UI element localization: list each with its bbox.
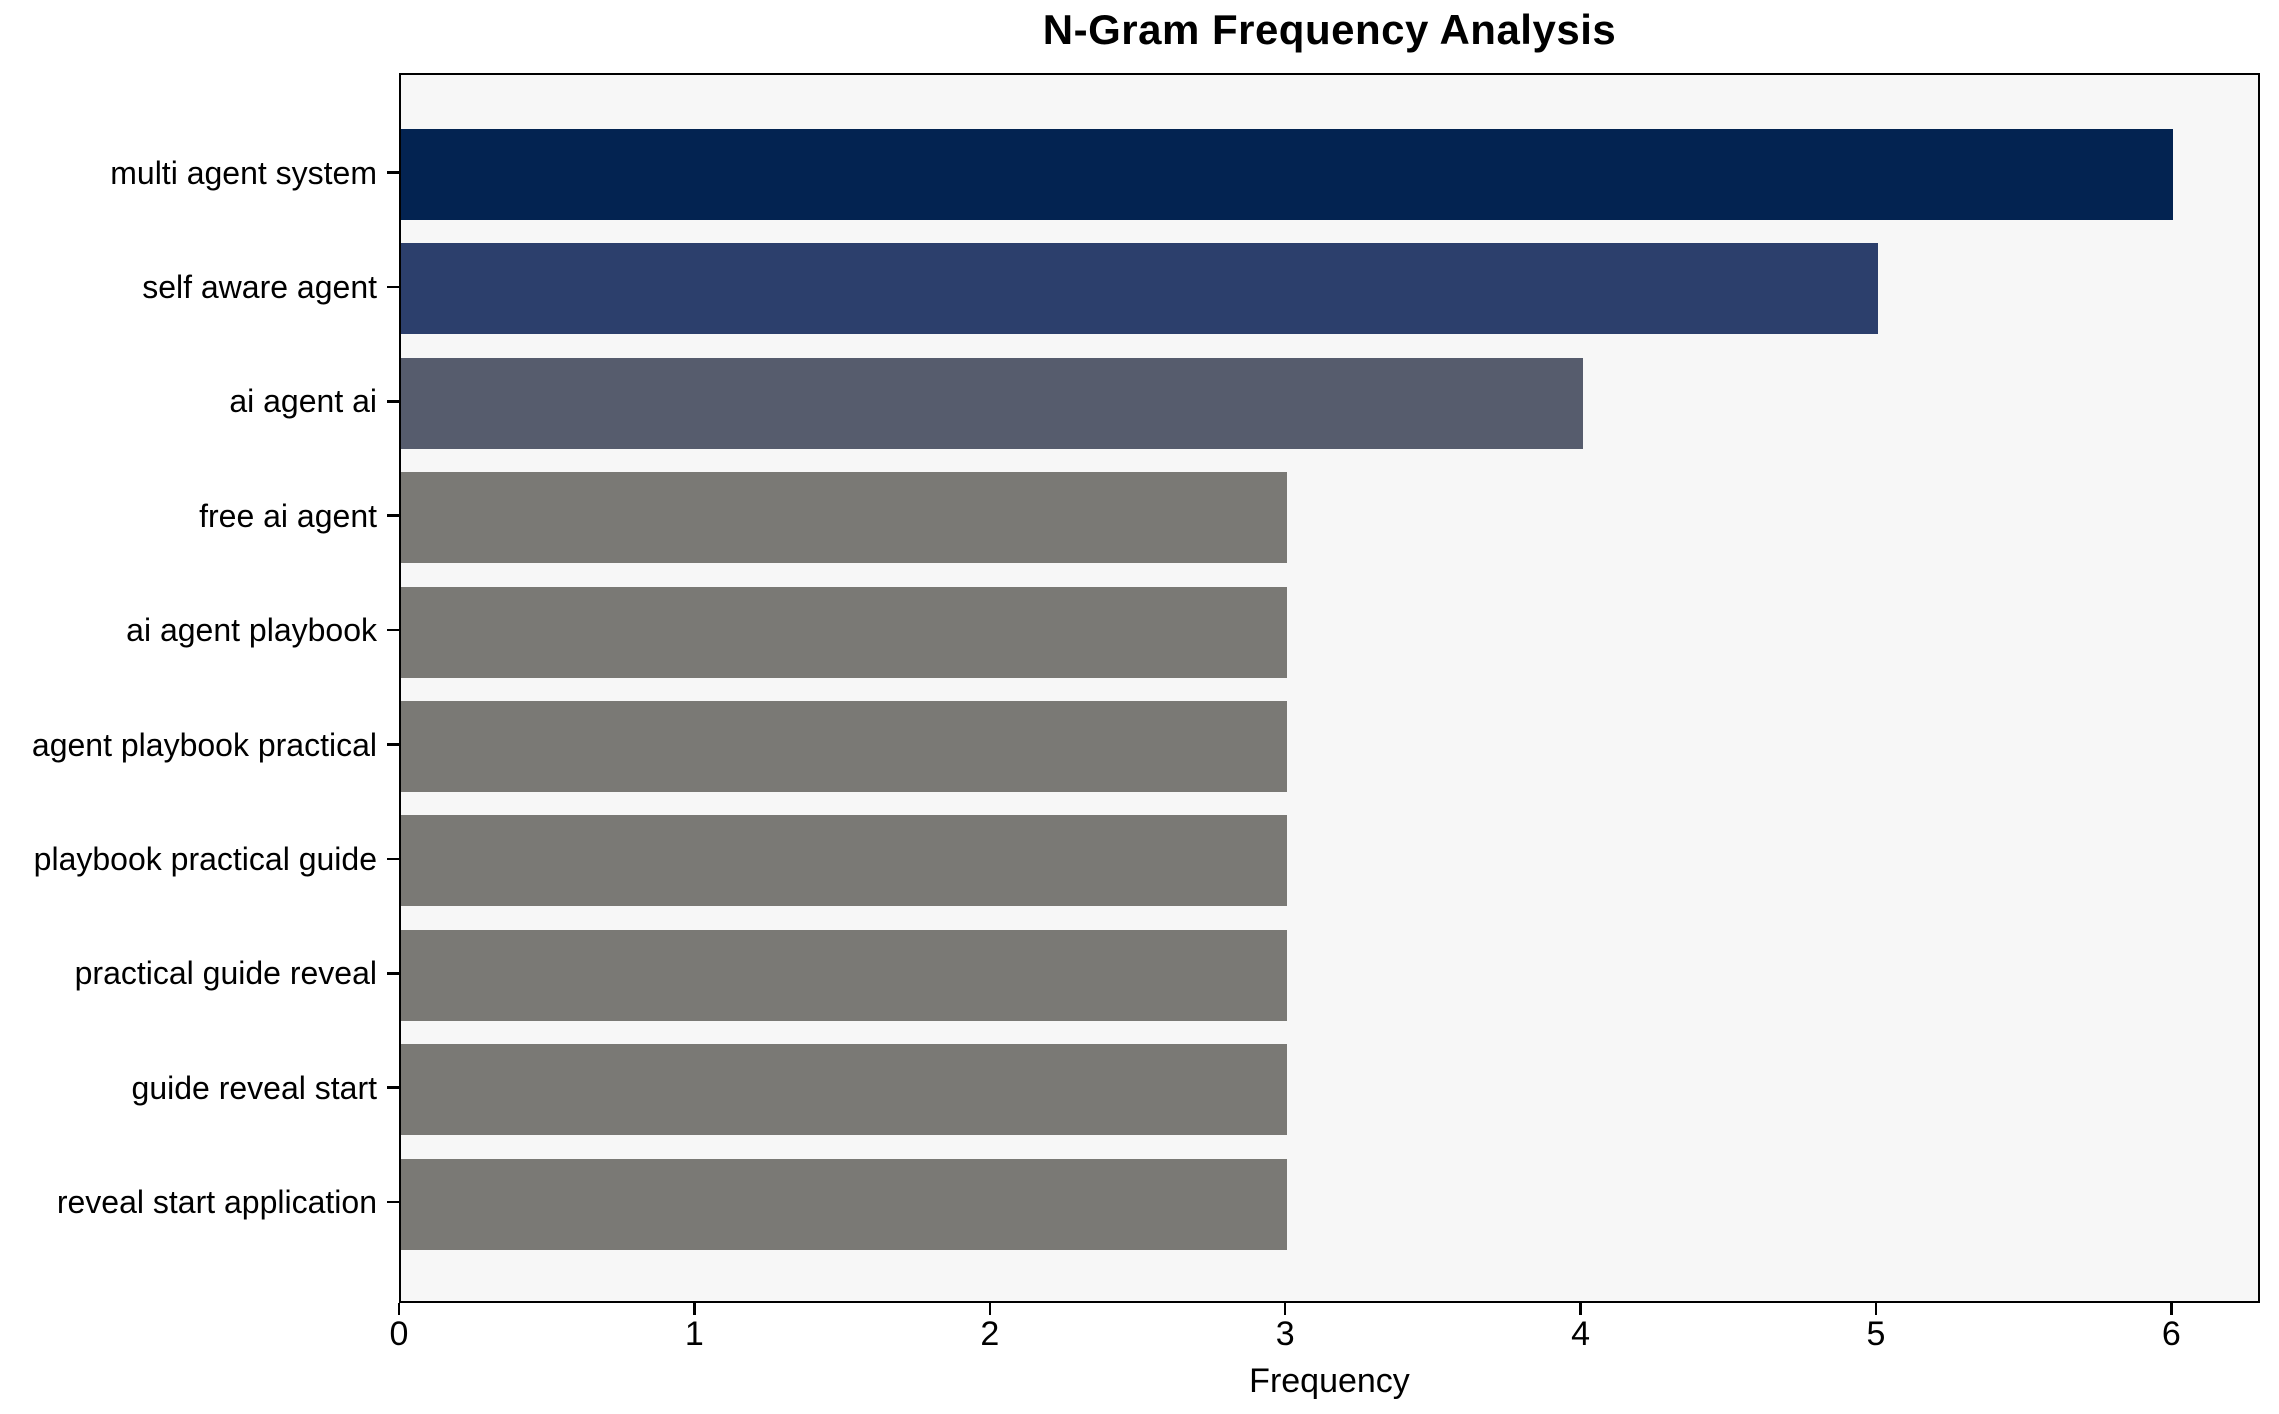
y-tick-mark xyxy=(387,628,399,632)
y-tick-label: practical guide reveal xyxy=(74,955,377,992)
x-tick-mark xyxy=(1874,1303,1878,1315)
x-tick-label: 2 xyxy=(980,1315,1000,1353)
y-tick-label: multi agent system xyxy=(110,154,377,191)
y-tick-mark xyxy=(387,514,399,517)
bar xyxy=(401,1044,1288,1136)
bar xyxy=(401,472,1288,564)
x-tick-mark xyxy=(397,1303,401,1315)
y-tick-mark xyxy=(387,285,399,289)
y-tick-mark xyxy=(387,400,399,403)
x-tick-label: 4 xyxy=(1571,1315,1591,1353)
bar xyxy=(401,701,1288,792)
y-tick-mark xyxy=(387,1200,399,1204)
y-tick-label: self aware agent xyxy=(142,268,377,305)
y-tick-mark xyxy=(387,972,399,975)
x-tick-mark xyxy=(2170,1303,2173,1315)
y-tick-label: guide reveal start xyxy=(131,1069,377,1106)
y-tick-label: free ai agent xyxy=(199,497,377,534)
bar xyxy=(401,243,1878,335)
bar xyxy=(401,586,1288,678)
x-tick-label: 1 xyxy=(684,1315,704,1353)
x-tick-label: 5 xyxy=(1866,1315,1886,1353)
y-tick-label: ai agent ai xyxy=(229,383,377,420)
x-tick-label: 6 xyxy=(2161,1315,2181,1353)
x-tick-mark xyxy=(693,1303,696,1315)
y-tick-mark xyxy=(387,857,399,861)
bar xyxy=(401,929,1288,1021)
bar xyxy=(401,815,1288,907)
chart-title: N-Gram Frequency Analysis xyxy=(1042,6,1617,53)
y-tick-mark xyxy=(387,171,399,174)
y-tick-mark xyxy=(387,1086,399,1089)
y-tick-mark xyxy=(387,743,399,746)
x-tick-label: 0 xyxy=(389,1315,409,1353)
y-tick-label: ai agent playbook xyxy=(126,612,377,649)
x-tick-mark xyxy=(988,1303,992,1315)
bar xyxy=(401,1158,1288,1250)
x-tick-mark xyxy=(1283,1303,1287,1315)
bar xyxy=(401,357,1583,449)
x-tick-label: 3 xyxy=(1275,1315,1295,1353)
y-tick-label: agent playbook practical xyxy=(31,726,377,763)
bar xyxy=(401,129,2174,220)
x-tick-mark xyxy=(1579,1303,1582,1315)
x-axis-label: Frequency xyxy=(1249,1362,1410,1400)
plot-area xyxy=(399,73,2260,1303)
y-tick-label: reveal start application xyxy=(56,1184,377,1221)
y-tick-label: playbook practical guide xyxy=(33,840,377,877)
